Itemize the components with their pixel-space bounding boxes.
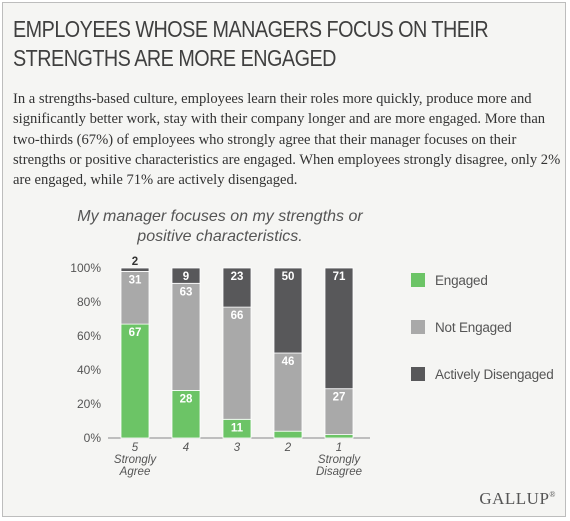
bar-segment-engaged — [273, 430, 303, 439]
bar-segment-engaged — [324, 434, 354, 439]
bar-segment-not-engaged — [171, 282, 201, 391]
y-tick-label: 40% — [77, 363, 101, 377]
legend-swatch-actively-disengaged — [411, 367, 425, 381]
bar-segment-not-engaged — [120, 270, 150, 325]
data-label-not-engaged: 63 — [180, 286, 193, 298]
bar-segment-not-engaged — [222, 306, 252, 420]
legend-label-not-engaged: Not Engaged — [435, 319, 512, 335]
gallup-logo: GALLUP® — [479, 489, 556, 509]
bar-segment-actively-disengaged — [222, 267, 252, 308]
y-tick-label: 100% — [70, 261, 101, 275]
bar-segment-actively-disengaged — [273, 267, 303, 354]
x-category-label: Agree — [119, 466, 151, 478]
data-label-engaged: 67 — [129, 327, 142, 339]
body-text: In a strengths-based culture, employees … — [13, 91, 561, 189]
legend-item-actively-disengaged: Actively Disengaged — [411, 364, 554, 384]
x-category-label: 5 — [132, 442, 139, 454]
logo-text: GALLUP — [479, 489, 550, 508]
data-label-engaged: 11 — [231, 422, 244, 434]
data-label-not-engaged: 66 — [231, 310, 244, 322]
chart-title: My manager focuses on my strengths or po… — [77, 208, 363, 245]
data-label-actively-disengaged: 71 — [333, 271, 346, 283]
x-category-label: 4 — [183, 442, 189, 454]
headline: EMPLOYEES WHOSE MANAGERS FOCUS ON THEIR … — [13, 16, 489, 71]
data-label-not-engaged: 31 — [129, 274, 142, 286]
x-category-label: Strongly — [114, 454, 157, 466]
y-tick-label: 0% — [84, 431, 102, 445]
x-category-label: 2 — [284, 442, 292, 454]
x-category-label: Disagree — [316, 466, 362, 478]
bar-segment-actively-disengaged — [120, 267, 150, 272]
data-label-actively-disengaged: 9 — [183, 271, 189, 283]
bar-segment-not-engaged — [324, 388, 354, 436]
x-category-label: Strongly — [318, 454, 361, 466]
y-tick-label: 60% — [77, 329, 101, 343]
legend-label-actively-disengaged: Actively Disengaged — [435, 366, 554, 382]
bar-segment-engaged — [120, 323, 150, 439]
legend-label-engaged: Engaged — [435, 272, 488, 288]
logo-registered-mark: ® — [549, 490, 556, 499]
data-label-engaged: 28 — [180, 393, 193, 405]
y-tick-label: 20% — [77, 397, 101, 411]
x-category-label: 3 — [234, 442, 241, 454]
legend-item-not-engaged: Not Engaged — [411, 317, 512, 337]
x-category-label: 1 — [336, 442, 342, 454]
y-tick-label: 80% — [77, 295, 101, 309]
infographic-card: EMPLOYEES WHOSE MANAGERS FOCUS ON THEIR … — [2, 2, 566, 517]
legend-item-engaged: Engaged — [411, 270, 488, 290]
data-label-not-engaged: 27 — [333, 392, 346, 404]
data-label-actively-disengaged: 50 — [282, 271, 295, 283]
data-label-actively-disengaged: 23 — [231, 271, 244, 283]
data-label-not-engaged: 46 — [282, 356, 295, 368]
bar-segment-actively-disengaged — [171, 267, 201, 284]
bar-segment-actively-disengaged — [324, 267, 354, 390]
bar-segment-engaged — [171, 389, 201, 439]
data-label-actively-disengaged: 2 — [132, 256, 138, 268]
legend-swatch-not-engaged — [411, 320, 425, 334]
legend-swatch-engaged — [411, 273, 425, 287]
